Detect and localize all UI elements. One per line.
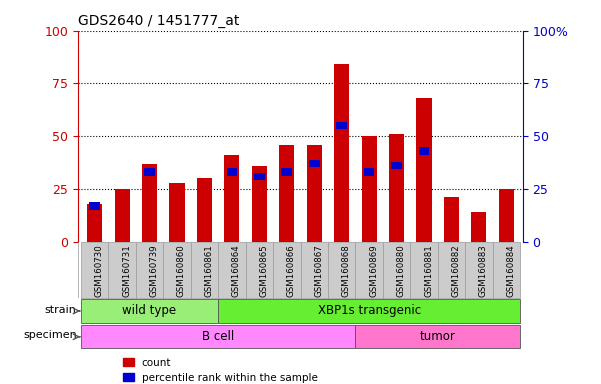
- Bar: [81, 325, 355, 348]
- Text: GSM160882: GSM160882: [451, 245, 460, 297]
- Bar: [391, 162, 402, 169]
- Text: GSM160731: GSM160731: [122, 245, 131, 297]
- Bar: [328, 242, 355, 298]
- Bar: [273, 242, 300, 298]
- Bar: [227, 169, 237, 176]
- Bar: [108, 242, 136, 298]
- Bar: [337, 122, 347, 129]
- Bar: [197, 179, 212, 242]
- Text: GDS2640 / 1451777_at: GDS2640 / 1451777_at: [78, 14, 240, 28]
- Text: GSM160869: GSM160869: [369, 245, 378, 297]
- Bar: [246, 242, 273, 298]
- Text: tumor: tumor: [420, 330, 456, 343]
- Bar: [136, 242, 163, 298]
- Text: XBP1s transgenic: XBP1s transgenic: [317, 305, 421, 318]
- Bar: [334, 65, 349, 242]
- Bar: [81, 300, 218, 323]
- Bar: [281, 169, 292, 176]
- Bar: [444, 197, 459, 242]
- Bar: [252, 166, 267, 242]
- Bar: [362, 136, 377, 242]
- Text: GSM160730: GSM160730: [94, 245, 103, 297]
- Bar: [218, 242, 246, 298]
- Bar: [254, 173, 264, 180]
- Text: GSM160883: GSM160883: [479, 245, 488, 297]
- Bar: [87, 204, 102, 242]
- Bar: [309, 160, 320, 167]
- Bar: [465, 242, 493, 298]
- Text: GSM160860: GSM160860: [177, 245, 186, 297]
- Bar: [224, 155, 239, 242]
- Text: GSM160867: GSM160867: [314, 245, 323, 297]
- Bar: [300, 242, 328, 298]
- Bar: [493, 242, 520, 298]
- Bar: [364, 169, 374, 176]
- Bar: [471, 212, 486, 242]
- Text: GSM160880: GSM160880: [397, 245, 406, 297]
- Bar: [144, 169, 155, 176]
- Bar: [191, 242, 218, 298]
- Text: GSM160866: GSM160866: [287, 245, 296, 297]
- Bar: [81, 242, 108, 298]
- Bar: [115, 189, 130, 242]
- Legend: count, percentile rank within the sample: count, percentile rank within the sample: [119, 353, 322, 384]
- Text: GSM160864: GSM160864: [232, 245, 241, 297]
- Bar: [307, 145, 322, 242]
- Text: GSM160865: GSM160865: [259, 245, 268, 297]
- Bar: [142, 164, 157, 242]
- Bar: [419, 147, 429, 155]
- Bar: [416, 98, 432, 242]
- Bar: [410, 242, 438, 298]
- Text: GSM160881: GSM160881: [424, 245, 433, 297]
- Text: B cell: B cell: [202, 330, 234, 343]
- Text: strain: strain: [45, 305, 77, 314]
- Bar: [355, 242, 383, 298]
- Text: GSM160861: GSM160861: [204, 245, 213, 297]
- Text: specimen: specimen: [23, 331, 77, 341]
- Bar: [90, 202, 100, 210]
- Bar: [279, 145, 294, 242]
- Text: wild type: wild type: [123, 305, 177, 318]
- Bar: [355, 325, 520, 348]
- Bar: [389, 134, 404, 242]
- Text: GSM160739: GSM160739: [150, 245, 159, 297]
- Bar: [169, 183, 185, 242]
- Bar: [499, 189, 514, 242]
- Bar: [218, 300, 520, 323]
- Bar: [383, 242, 410, 298]
- Text: GSM160868: GSM160868: [342, 245, 350, 297]
- Bar: [163, 242, 191, 298]
- Text: GSM160884: GSM160884: [507, 245, 516, 297]
- Bar: [438, 242, 465, 298]
